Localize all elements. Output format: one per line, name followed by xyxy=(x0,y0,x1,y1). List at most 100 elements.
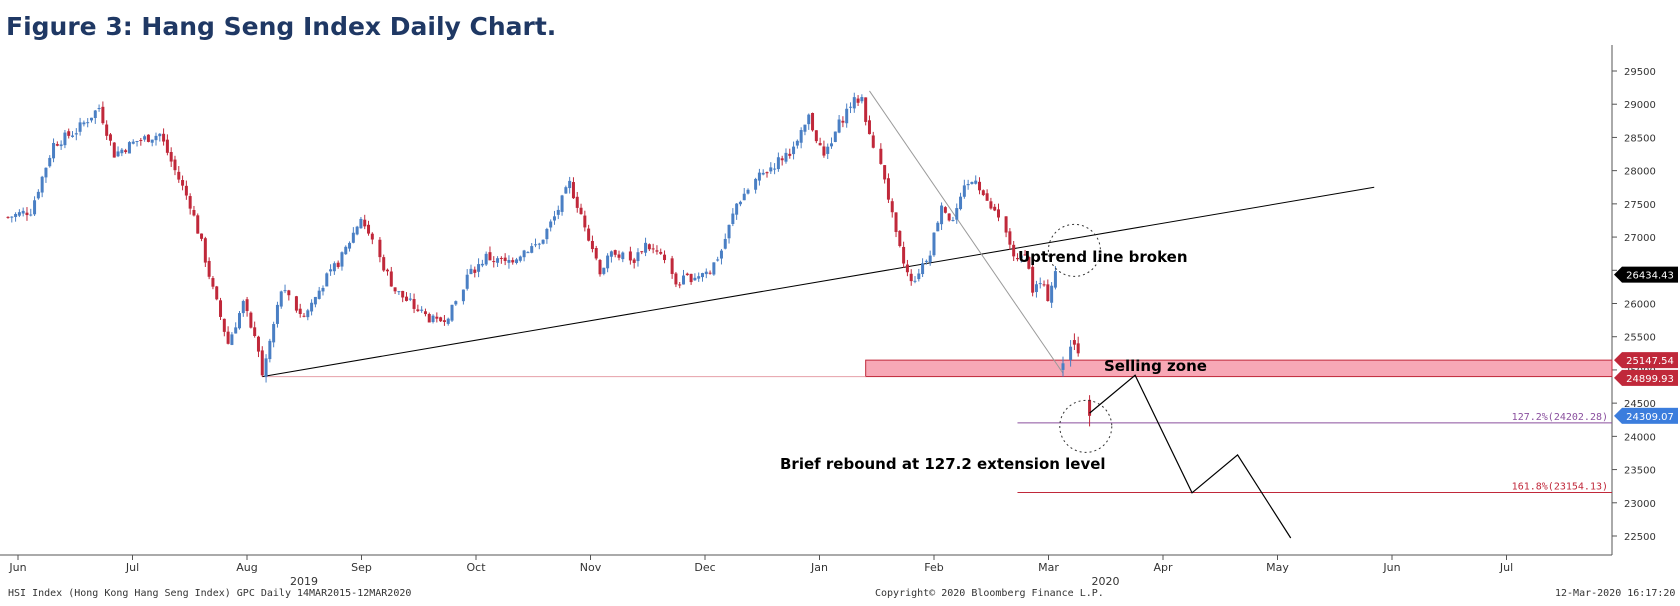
candle-body xyxy=(230,334,234,345)
candle-body xyxy=(196,215,200,234)
candle-body xyxy=(351,232,355,243)
candle-body xyxy=(173,159,177,171)
candle-body xyxy=(154,135,158,141)
candle-body xyxy=(924,260,928,262)
candle-body xyxy=(609,251,613,257)
x-tick-label: Jun xyxy=(8,561,26,574)
candle-body xyxy=(389,271,393,287)
y-tick-label: 28000 xyxy=(1624,167,1656,178)
candle-body xyxy=(306,310,310,318)
x-tick-label: May xyxy=(1266,561,1289,574)
y-tick-label: 26000 xyxy=(1624,300,1656,311)
y-tick-label: 24500 xyxy=(1624,399,1656,410)
candle-body xyxy=(640,251,644,253)
candle-body xyxy=(48,157,52,167)
candle-body xyxy=(651,248,655,250)
fib-leg-line xyxy=(869,90,1064,374)
candle-body xyxy=(742,193,746,201)
year-label: 2019 xyxy=(290,575,318,588)
candle-body xyxy=(484,253,488,265)
candle-body xyxy=(401,290,405,298)
candle-body xyxy=(492,261,496,263)
candle-body xyxy=(249,312,253,328)
candle-body xyxy=(499,257,503,259)
candle-body xyxy=(408,298,412,300)
ext-1618-label: 161.8%(23154.13) xyxy=(1512,482,1608,493)
candle-body xyxy=(515,259,519,263)
candle-body xyxy=(397,291,401,293)
candle-body xyxy=(541,239,545,244)
candle-body xyxy=(135,140,139,142)
candle-body xyxy=(298,308,302,314)
candle-body xyxy=(477,264,481,272)
candle-body xyxy=(412,299,416,309)
last-price-tag-bg xyxy=(1622,266,1678,283)
zone-top-tag-pointer xyxy=(1614,352,1622,369)
candle-body xyxy=(852,97,856,109)
candle-body xyxy=(985,193,989,201)
candle-body xyxy=(943,207,947,213)
figure-title: Figure 3: Hang Seng Index Daily Chart. xyxy=(6,12,557,41)
x-tick-label: Jun xyxy=(1382,561,1400,574)
candle-body xyxy=(496,258,500,263)
candle-body xyxy=(469,268,473,275)
trendline-break-circle xyxy=(1047,223,1101,277)
candle-body xyxy=(245,299,249,312)
candle-body xyxy=(393,287,397,292)
candle-body xyxy=(386,269,389,272)
ext-1272-label: 127.2%(24202.28) xyxy=(1512,412,1608,423)
candle-body xyxy=(241,301,245,314)
candle-body xyxy=(359,218,363,229)
candle-body xyxy=(511,260,515,263)
candle-body xyxy=(321,287,325,292)
candle-body xyxy=(1015,258,1019,260)
candle-body xyxy=(302,315,306,317)
footer-copyright: Copyright© 2020 Bloomberg Finance L.P. xyxy=(875,588,1104,599)
candle-body xyxy=(587,228,591,241)
candle-body xyxy=(890,201,894,213)
candle-body xyxy=(279,291,283,307)
y-tick-label: 28500 xyxy=(1624,133,1656,144)
candle-body xyxy=(628,251,632,261)
candle-body xyxy=(222,318,226,332)
candle-body xyxy=(636,252,640,262)
candle-body xyxy=(86,122,90,124)
candle-body xyxy=(272,324,276,343)
candle-body xyxy=(1012,244,1016,257)
candle-body xyxy=(131,141,135,144)
candle-body xyxy=(761,172,765,175)
x-tick-label: Feb xyxy=(924,561,943,574)
candle-body xyxy=(738,201,742,205)
candle-body xyxy=(902,246,906,264)
candle-body xyxy=(978,181,982,191)
candle-body xyxy=(784,152,788,162)
zone-bottom-tag-bg xyxy=(1622,369,1678,386)
candle-body xyxy=(556,209,560,215)
candle-body xyxy=(917,273,921,280)
x-tick-label: Jan xyxy=(810,561,828,574)
candle-body xyxy=(757,172,761,181)
candle-body xyxy=(52,142,56,159)
candle-body xyxy=(1042,284,1046,286)
candle-body xyxy=(769,167,773,172)
candle-body xyxy=(146,134,150,142)
candle-body xyxy=(442,320,446,322)
candle-body xyxy=(883,165,887,180)
candle-body xyxy=(404,296,408,301)
candle-body xyxy=(275,304,279,324)
candle-body xyxy=(659,251,663,254)
candle-body xyxy=(613,250,617,255)
candle-body xyxy=(1027,257,1031,269)
candle-body xyxy=(370,233,374,240)
candle-body xyxy=(435,316,439,319)
candle-body xyxy=(188,196,192,209)
candle-body xyxy=(283,290,287,292)
candle-body xyxy=(1072,340,1076,345)
candle-body xyxy=(10,216,14,218)
candle-body xyxy=(461,289,465,302)
candle-body xyxy=(336,262,340,267)
candle-body xyxy=(450,304,454,321)
candle-body xyxy=(211,278,215,287)
x-tick-label: Aug xyxy=(236,561,257,574)
